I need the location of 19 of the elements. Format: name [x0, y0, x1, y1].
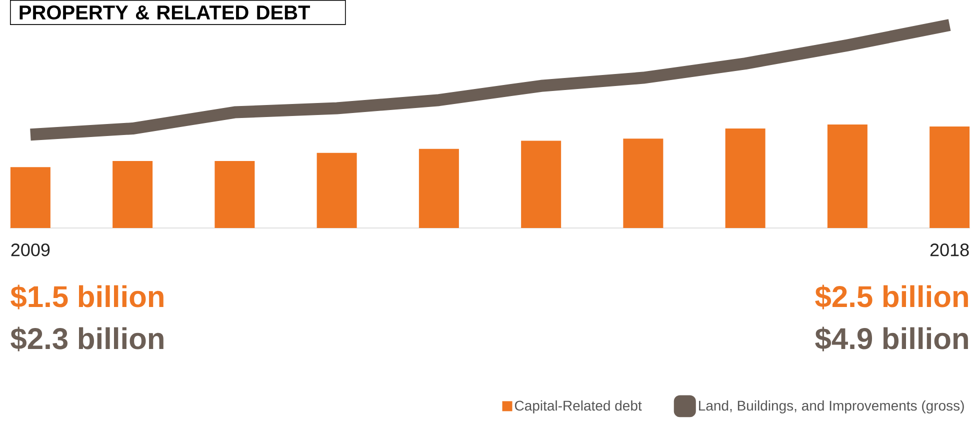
- text: $4.9 billion: [815, 326, 968, 352]
- x-tick-label: 2009: [11, 244, 50, 256]
- text: $1.5 billion: [10, 284, 164, 310]
- bar: [827, 124, 868, 228]
- bar: [930, 126, 970, 228]
- chart-title: PROPERTY & RELATED DEBT: [20, 5, 310, 20]
- legend-label: Land, Buildings, and Improvements (gross): [699, 400, 964, 414]
- bar: [214, 161, 255, 228]
- bar: [316, 152, 357, 228]
- text: $2.5 billion: [815, 284, 968, 310]
- x-tick-label: 2018: [930, 244, 969, 256]
- bar: [10, 167, 50, 228]
- bar: [112, 161, 153, 228]
- bar: [725, 128, 766, 228]
- bar: [418, 148, 459, 228]
- bar: [521, 140, 562, 228]
- legend-label: Capital-Related debt: [514, 400, 642, 414]
- bar: [623, 138, 664, 228]
- text: $2.3 billion: [10, 326, 164, 352]
